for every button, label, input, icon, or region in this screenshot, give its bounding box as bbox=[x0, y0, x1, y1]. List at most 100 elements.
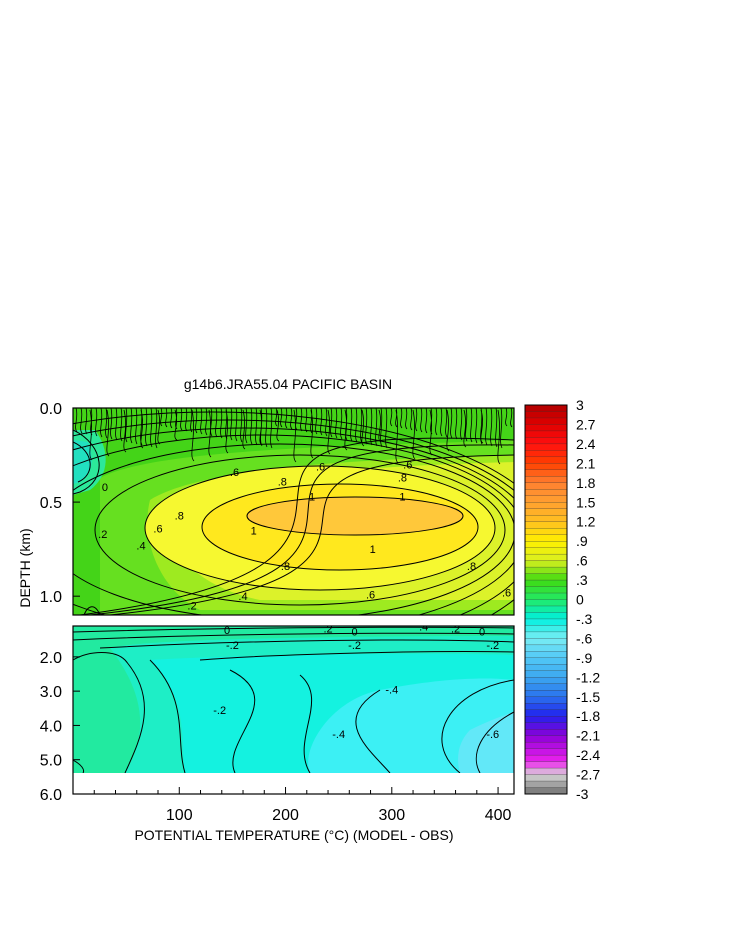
colorbar-swatch bbox=[524, 430, 568, 438]
contour-label: .8 bbox=[467, 561, 476, 573]
colorbar-label: -2.7 bbox=[576, 767, 600, 783]
colorbar-swatch bbox=[524, 586, 568, 594]
x-tick-label: 300 bbox=[378, 807, 405, 824]
contour-label: .8 bbox=[278, 476, 287, 488]
colorbar-swatch bbox=[524, 515, 568, 523]
y-tick-label: 6.0 bbox=[40, 787, 62, 804]
y-tick-label: 4.0 bbox=[40, 718, 62, 735]
colorbar-swatch bbox=[524, 748, 568, 756]
lower-contour-line bbox=[99, 639, 514, 649]
colorbar-label: -.6 bbox=[576, 630, 593, 646]
upper-contour-line bbox=[73, 419, 514, 615]
upper-contour-line bbox=[73, 434, 514, 615]
contour-label: .6 bbox=[153, 523, 162, 535]
colorbar-swatch bbox=[524, 735, 568, 743]
colorbar-swatch bbox=[524, 761, 568, 769]
colorbar-label: -.3 bbox=[576, 611, 593, 627]
colorbar-swatch bbox=[524, 411, 568, 419]
contour-label: 0 bbox=[479, 626, 485, 638]
colorbar-label: 2.1 bbox=[576, 455, 596, 471]
contour-label: 1 bbox=[370, 544, 376, 556]
upper-contour-line bbox=[79, 437, 514, 615]
lower-panel-frame bbox=[72, 625, 515, 795]
lower-contour-line bbox=[73, 652, 145, 773]
colorbar-swatch bbox=[524, 482, 568, 490]
upper-contour-line bbox=[94, 454, 506, 606]
lower-contour-line bbox=[73, 632, 514, 641]
colorbar-swatch bbox=[524, 767, 568, 775]
contour-label: .2 bbox=[98, 529, 107, 541]
upper-panel: 0 .2 .4 .6 .8 .6 .8 .6 1 1 1 .8 .6 .4 .2 1 .8 .6 .8 .6 bbox=[72, 407, 515, 616]
contour-label: .8 bbox=[398, 473, 407, 485]
colorbar-swatch bbox=[524, 729, 568, 737]
colorbar-swatch bbox=[524, 424, 568, 432]
colorbar-swatch bbox=[524, 521, 568, 529]
lower-contour-line bbox=[149, 659, 186, 773]
lower-panel: 0.2 0.4.2 0-.2 -.2 -.2-.4-.2-.4 -.6 bbox=[72, 623, 515, 795]
y-tick-label: 0.5 bbox=[40, 495, 62, 512]
lower-contour-line bbox=[229, 669, 256, 773]
colorbar-swatch bbox=[524, 709, 568, 717]
colorbar-label: 0 bbox=[576, 592, 584, 608]
colorbar-swatch bbox=[524, 417, 568, 425]
contour-label: .8 bbox=[281, 561, 290, 573]
lower-contour-line bbox=[299, 674, 312, 773]
upper-contour-line bbox=[109, 454, 514, 615]
colorbar-frame bbox=[524, 404, 568, 795]
colorbar-swatch bbox=[524, 696, 568, 704]
colorbar-swatch bbox=[524, 657, 568, 665]
colorbar-swatch bbox=[524, 547, 568, 555]
contour-label: .2 bbox=[323, 623, 332, 635]
colorbar-label: -1.8 bbox=[576, 708, 600, 724]
contour-label: .6 bbox=[316, 461, 325, 473]
colorbar-swatch bbox=[524, 573, 568, 581]
colorbar-swatch bbox=[524, 703, 568, 711]
upper-contour-line bbox=[73, 443, 514, 615]
colorbar-label: .6 bbox=[576, 553, 588, 569]
lower-contour-line bbox=[441, 679, 514, 773]
colorbar-swatch bbox=[524, 741, 568, 750]
colorbar-label: -3 bbox=[576, 786, 589, 802]
colorbar-swatch bbox=[524, 670, 568, 678]
contour-label: .6 bbox=[403, 459, 412, 471]
contour-label: .4 bbox=[136, 540, 145, 552]
colorbar-swatch bbox=[524, 625, 568, 633]
contour-label: -.2 bbox=[226, 640, 239, 652]
y-tick-label: 3.0 bbox=[40, 684, 62, 701]
lower-contour-line bbox=[475, 711, 514, 773]
lower-contour-line bbox=[73, 626, 514, 633]
colorbar-swatch bbox=[524, 677, 568, 685]
colorbar-swatch bbox=[524, 592, 568, 600]
lower-contour-line bbox=[199, 651, 514, 661]
colorbar-label: .3 bbox=[576, 572, 588, 588]
contour-label: -.2 bbox=[348, 640, 361, 652]
colorbar-swatch bbox=[524, 690, 568, 698]
upper-contour-line bbox=[73, 429, 100, 495]
contour-label: .6 bbox=[366, 589, 375, 601]
colorbar-label: -2.4 bbox=[576, 747, 600, 763]
lower-contour-line bbox=[73, 759, 85, 773]
colorbar-label: 2.4 bbox=[576, 436, 596, 452]
contour-label: .8 bbox=[175, 510, 184, 522]
lower-contour-line bbox=[355, 689, 391, 773]
x-axis-label: POTENTIAL TEMPERATURE (°C) (MODEL - OBS) bbox=[134, 827, 453, 843]
upper-contour-line bbox=[73, 441, 91, 483]
colorbar-swatch bbox=[524, 508, 568, 516]
upper-contour-line bbox=[144, 465, 496, 591]
colorbar-swatch bbox=[524, 495, 568, 503]
colorbar-swatch bbox=[524, 450, 568, 458]
colorbar-swatch bbox=[524, 404, 568, 412]
colorbar-swatch bbox=[524, 599, 568, 607]
colorbar-swatch bbox=[524, 437, 568, 445]
colorbar-label: -.9 bbox=[576, 650, 593, 666]
contour-label: 1 bbox=[399, 491, 405, 503]
colorbar-swatch bbox=[524, 489, 568, 497]
contour-label: 1 bbox=[251, 525, 257, 537]
colorbar-swatch bbox=[524, 463, 568, 471]
colorbar-label: 2.7 bbox=[576, 416, 596, 432]
colorbar-swatch bbox=[524, 618, 568, 626]
contour-label: -.6 bbox=[486, 729, 499, 741]
colorbar-swatch bbox=[524, 638, 568, 646]
colorbar-swatch bbox=[524, 651, 568, 659]
contour-label: 0 bbox=[102, 482, 108, 494]
